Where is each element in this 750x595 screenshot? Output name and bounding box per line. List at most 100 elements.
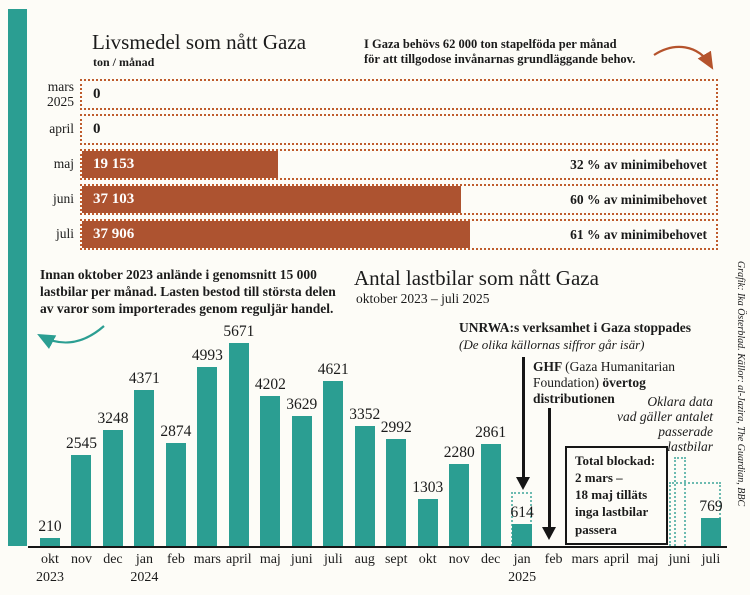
food-need-box: 0 <box>80 114 718 145</box>
truck-bar <box>512 524 533 546</box>
month-tick-label: dec <box>103 552 123 567</box>
truck-bar <box>260 395 281 546</box>
truck-bar <box>354 425 375 546</box>
truck-bar-value: 2545 <box>65 434 97 452</box>
truck-bar <box>71 454 92 546</box>
truck-bar-value: 769 <box>699 498 723 516</box>
month-tick-label: nov <box>448 552 470 567</box>
unrwa-arrow-head-icon <box>516 477 530 490</box>
ghf-annotation-segment: GHF <box>533 359 566 374</box>
month-tick-label: juni <box>290 552 313 567</box>
month-tick-label: maj <box>259 552 281 567</box>
month-tick-label: okt <box>418 552 437 567</box>
food-bar: 37 906 <box>82 221 470 248</box>
food-pct-label: 61 % av minimibehovet <box>570 226 707 242</box>
minimum-need-note: I Gaza behövs 62 000 ton stapelföda per … <box>364 37 636 67</box>
month-tick-label: maj <box>637 552 659 567</box>
truck-bar-value: 3629 <box>286 396 318 414</box>
month-tick-label: aug <box>354 552 375 567</box>
truck-bar <box>40 538 60 546</box>
month-tick-label: jan 2024 <box>130 552 159 585</box>
truck-bar <box>480 443 501 546</box>
truck-bar <box>228 342 249 546</box>
month-tick-label: feb <box>544 552 563 567</box>
truck-bar-value: 2280 <box>443 444 475 462</box>
ghf-annotation-segment: (Gaza Humanitarian Foundation) <box>533 359 675 391</box>
food-chart-title: Livsmedel som nått Gaza <box>92 30 307 54</box>
truck-bar <box>291 416 312 546</box>
month-tick-label: juli <box>701 552 721 567</box>
food-row-label: april <box>49 121 74 137</box>
month-tick-label: april <box>603 552 630 567</box>
credit-line: Grafik: Ika Österblad. Källor: al-Jazira… <box>735 261 746 507</box>
truck-bar-value: 2992 <box>380 418 412 436</box>
prewar-arrow-icon <box>37 325 105 349</box>
food-bar-value: 19 153 <box>93 156 135 172</box>
month-tick-label: juni <box>668 552 691 567</box>
truck-bar <box>700 518 721 546</box>
ghf-arrow-head-icon <box>542 527 556 540</box>
blockade-box: Total blockad: 2 mars – 18 maj tilläts i… <box>565 446 668 545</box>
month-tick-label: juli <box>323 552 343 567</box>
truck-bar-value: 614 <box>510 504 534 522</box>
truck-bar-value: 4371 <box>128 369 160 387</box>
truck-bar-value: 210 <box>38 518 62 536</box>
truck-bar-value: 3248 <box>97 409 129 427</box>
food-chart-unit-label: ton / månad <box>93 55 155 69</box>
truck-bar <box>102 429 123 546</box>
truck-bar-value: 2874 <box>160 423 192 441</box>
prewar-reference-bar <box>8 9 27 546</box>
truck-bar <box>165 443 186 546</box>
month-tick-label: mars <box>571 552 599 567</box>
food-bar-value: 37 906 <box>93 226 135 242</box>
food-row: maj 19 153 32 % av minimibehovet <box>0 149 750 180</box>
food-need-box: 0 <box>80 79 718 110</box>
trucks-chart-title: Antal lastbilar som nått Gaza <box>354 266 599 290</box>
month-tick-label: nov <box>70 552 92 567</box>
month-tick-label: feb <box>166 552 185 567</box>
trucks-chart-subtitle: oktober 2023 – juli 2025 <box>356 291 490 306</box>
truck-bar <box>417 499 438 546</box>
need-arrow-icon <box>653 45 714 70</box>
food-need-box: 37 103 60 % av minimibehovet <box>80 184 718 215</box>
food-need-box: 19 153 32 % av minimibehovet <box>80 149 718 180</box>
uncertain-data-outline <box>511 492 533 546</box>
unrwa-arrow <box>522 357 525 478</box>
month-tick-label: mars <box>193 552 221 567</box>
food-row: april 0 <box>0 114 750 145</box>
food-row: juli 37 906 61 % av minimibehovet <box>0 219 750 250</box>
truck-bar <box>323 380 344 546</box>
food-need-box: 37 906 61 % av minimibehovet <box>80 219 718 250</box>
food-row-label: juli <box>55 226 74 242</box>
x-axis-line <box>28 546 727 548</box>
ghf-annotation: GHF (Gaza Humanitarian Foundation) övert… <box>533 359 685 408</box>
food-row-label: maj <box>53 156 74 172</box>
month-tick-label: okt 2023 <box>36 552 64 585</box>
food-row: juni 37 103 60 % av minimibehovet <box>0 184 750 215</box>
food-row: mars 2025 0 <box>0 79 750 110</box>
ghf-annotation-segment: övertog distributionen <box>533 375 646 407</box>
food-bar-value: 37 103 <box>93 191 135 207</box>
unrwa-annotation: UNRWA:s verksamhet i Gaza stoppades <box>459 320 692 335</box>
month-tick-label: dec <box>480 552 501 567</box>
unclear-data-note: Oklara data vad gäller antalet passerade… <box>617 394 713 455</box>
uncertain-data-outline <box>668 481 721 546</box>
truck-bar <box>134 389 155 546</box>
food-bar-value: 0 <box>93 86 101 102</box>
truck-bar <box>197 367 218 546</box>
prewar-note: Innan oktober 2023 anlände i genomsnitt … <box>40 267 336 316</box>
ghf-arrow <box>548 408 551 528</box>
truck-bar <box>386 438 407 546</box>
truck-bar-value: 5671 <box>223 322 255 340</box>
month-tick-label: april <box>226 552 252 567</box>
food-row-label: mars 2025 <box>47 79 74 109</box>
uncertain-data-outline <box>673 456 686 546</box>
food-bar: 37 103 <box>82 186 462 213</box>
food-bar-value: 0 <box>93 121 101 137</box>
food-bar: 19 153 <box>82 151 278 178</box>
food-pct-label: 32 % av minimibehovet <box>570 156 707 172</box>
unrwa-annotation-sub: (De olika källornas siffror går isär) <box>459 337 645 352</box>
month-tick-label: sept <box>384 552 408 567</box>
food-row-label: juni <box>52 191 74 207</box>
